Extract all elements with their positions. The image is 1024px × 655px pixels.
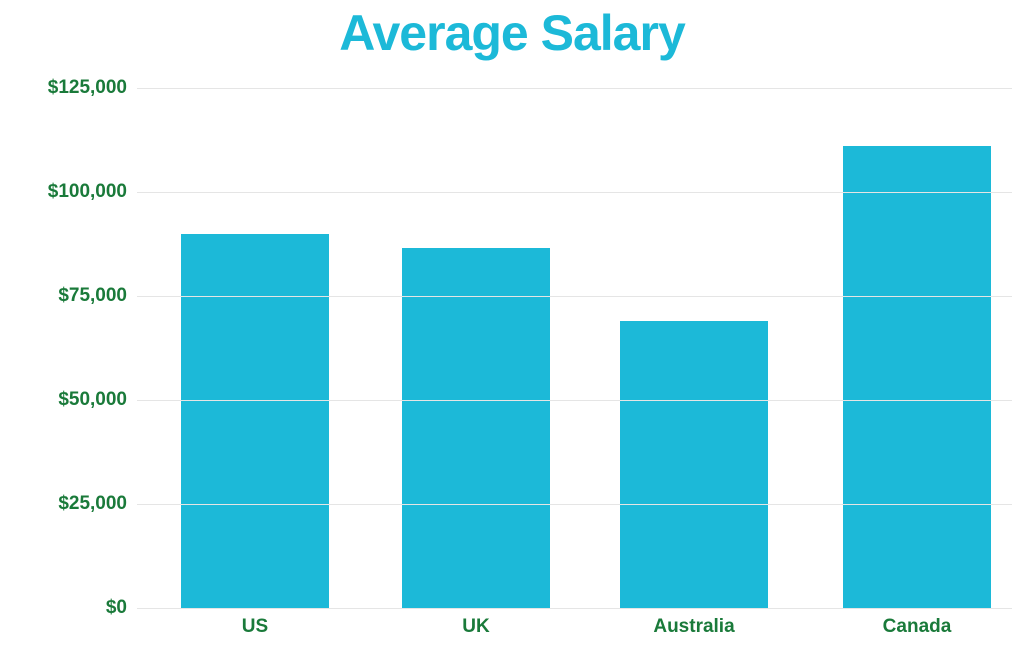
chart-container: $0$25,000$50,000$75,000$100,000$125,000U… <box>22 78 1012 628</box>
bar <box>181 234 329 608</box>
gridline <box>137 400 1012 401</box>
y-tick-label: $50,000 <box>27 389 127 411</box>
y-tick-label: $125,000 <box>27 77 127 99</box>
y-tick-label: $100,000 <box>27 181 127 203</box>
x-tick-label: Canada <box>883 616 952 638</box>
gridline <box>137 88 1012 89</box>
x-tick-label: US <box>242 616 268 638</box>
x-tick-label: Australia <box>653 616 734 638</box>
x-tick-label: UK <box>462 616 489 638</box>
y-tick-label: $75,000 <box>27 285 127 307</box>
plot-area <box>137 88 1012 608</box>
y-tick-label: $25,000 <box>27 493 127 515</box>
gridline <box>137 608 1012 609</box>
gridline <box>137 504 1012 505</box>
bar <box>843 146 991 608</box>
gridline <box>137 192 1012 193</box>
bar <box>402 248 550 608</box>
gridline <box>137 296 1012 297</box>
chart-title: Average Salary <box>0 0 1024 62</box>
y-tick-label: $0 <box>27 597 127 619</box>
bars-area <box>137 88 1012 608</box>
bar <box>620 321 768 608</box>
